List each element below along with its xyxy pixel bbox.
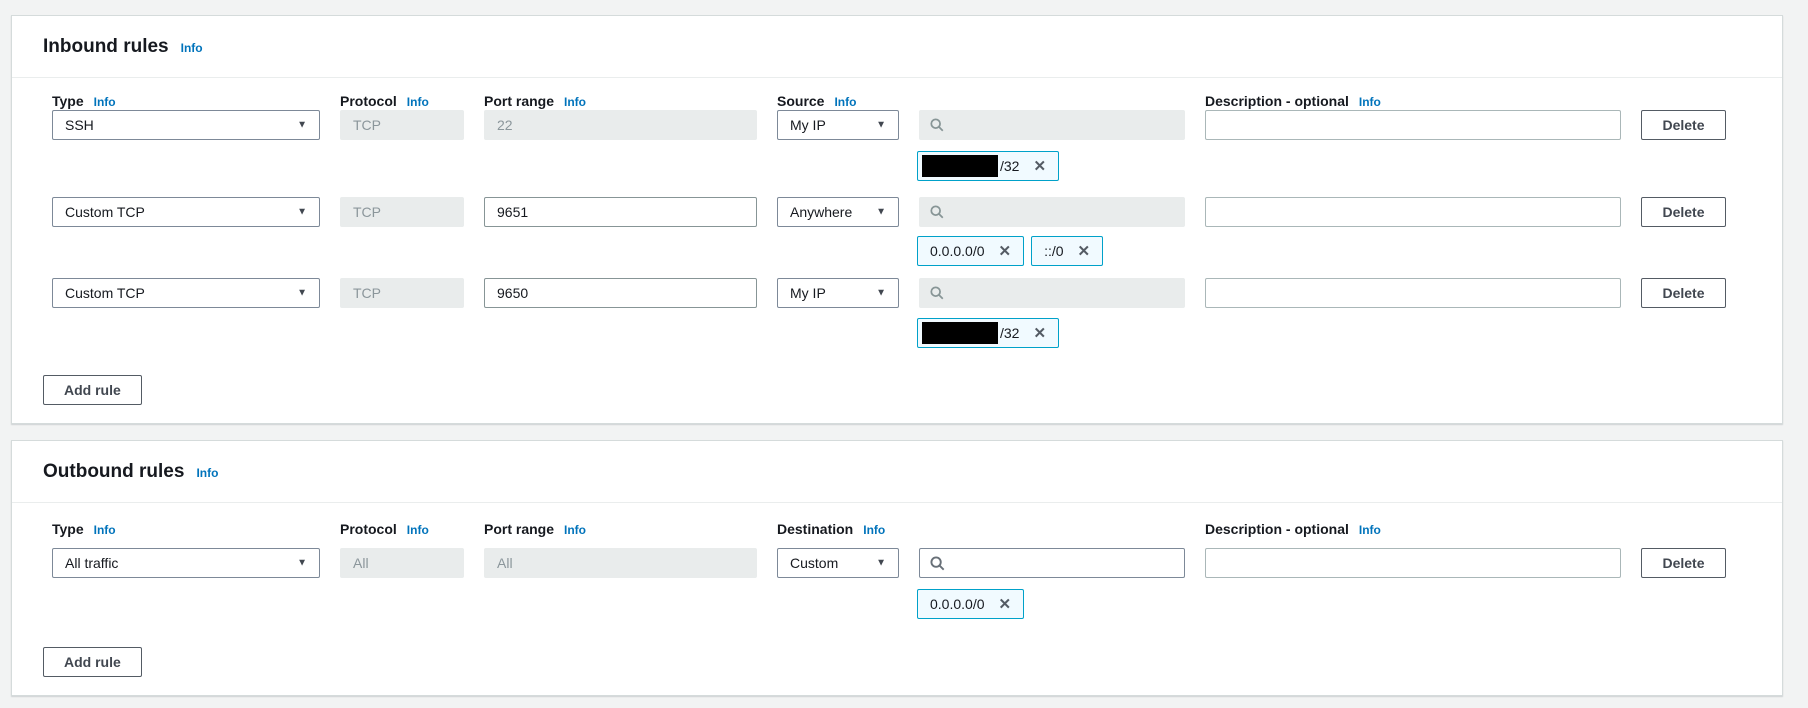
port-range-field: 22 — [484, 110, 757, 140]
inbound-rules-title: Inbound rules — [43, 36, 169, 57]
column-label-type: Type Info — [52, 521, 116, 537]
destination-search-input[interactable] — [953, 555, 1174, 571]
outbound-rules-panel: Outbound rules Info Type Info Protocol Inf… — [11, 440, 1783, 696]
token-dismiss-icon[interactable]: ✕ — [998, 595, 1012, 613]
chevron-down-icon: ▼ — [876, 206, 886, 218]
inbound-rule-row-2: Custom TCP▼ TCP Anywhere▼ Delete — [52, 197, 1752, 227]
add-rule-button[interactable]: Add rule — [43, 375, 142, 405]
column-label-description: Description - optional Info — [1205, 93, 1381, 109]
outbound-rule-row-1: All traffic ▼ All All Custom ▼ Delete — [52, 548, 1752, 578]
search-icon — [930, 555, 945, 570]
inbound-row-1-tokens: /32 ✕ — [917, 151, 1752, 181]
protocol-info-link[interactable]: Info — [406, 523, 429, 537]
source-search-input[interactable] — [952, 285, 1174, 301]
column-label-port-range: Port range Info — [484, 521, 587, 537]
chevron-down-icon: ▼ — [297, 557, 307, 569]
token-dismiss-icon[interactable]: ✕ — [1033, 157, 1047, 175]
search-icon — [930, 286, 944, 300]
delete-rule-button[interactable]: Delete — [1641, 548, 1726, 578]
outbound-rules-info-link[interactable]: Info — [196, 466, 219, 480]
source-search-input[interactable] — [952, 117, 1174, 133]
inbound-rule-row-3: Custom TCP▼ TCP My IP▼ Delete — [52, 278, 1752, 308]
column-label-protocol: Protocol Info — [340, 521, 429, 537]
type-select[interactable]: Custom TCP ▼ — [52, 278, 320, 308]
protocol-field: All — [340, 548, 464, 578]
delete-rule-button[interactable]: Delete — [1641, 197, 1726, 227]
type-select[interactable]: Custom TCP ▼ — [52, 197, 320, 227]
protocol-field: TCP — [340, 197, 464, 227]
inbound-column-headers: Type Info Protocol Info Port range Info Sou… — [52, 93, 1752, 110]
protocol-field: TCP — [340, 278, 464, 308]
chevron-down-icon: ▼ — [297, 206, 307, 218]
source-search-field — [919, 110, 1185, 140]
inbound-rules-info-link[interactable]: Info — [180, 41, 203, 55]
inbound-rules-panel: Inbound rules Info Type Info Protocol Info… — [11, 15, 1783, 424]
chevron-down-icon: ▼ — [876, 119, 886, 131]
destination-select[interactable]: Custom ▼ — [777, 548, 899, 578]
source-search-field — [919, 278, 1185, 308]
cidr-token: 0.0.0.0/0 ✕ — [917, 589, 1025, 619]
description-input[interactable] — [1205, 197, 1621, 227]
type-select[interactable]: SSH ▼ — [52, 110, 320, 140]
outbound-rules-body: Type Info Protocol Info Port range Info Des… — [12, 503, 1782, 695]
outbound-rules-header: Outbound rules Info — [12, 441, 1782, 503]
source-select[interactable]: My IP ▼ — [777, 278, 899, 308]
type-info-link[interactable]: Info — [93, 523, 116, 537]
cidr-token: 0.0.0.0/0 ✕ — [917, 236, 1025, 266]
source-info-link[interactable]: Info — [834, 95, 857, 109]
inbound-row-3-tokens: /32 ✕ — [917, 318, 1752, 348]
column-label-type: Type Info — [52, 93, 116, 109]
token-dismiss-icon[interactable]: ✕ — [998, 242, 1012, 260]
redacted-ip — [922, 155, 998, 177]
inbound-rules-body: Type Info Protocol Info Port range Info Sou… — [12, 78, 1782, 423]
chevron-down-icon: ▼ — [297, 287, 307, 299]
chevron-down-icon: ▼ — [297, 119, 307, 131]
description-info-link[interactable]: Info — [1358, 95, 1381, 109]
protocol-info-link[interactable]: Info — [406, 95, 429, 109]
column-label-source: Source Info — [777, 93, 857, 109]
type-select[interactable]: All traffic ▼ — [52, 548, 320, 578]
source-select[interactable]: Anywhere ▼ — [777, 197, 899, 227]
outbound-row-1-tokens: 0.0.0.0/0 ✕ — [917, 589, 1752, 619]
port-range-info-link[interactable]: Info — [564, 523, 587, 537]
source-select[interactable]: My IP ▼ — [777, 110, 899, 140]
description-info-link[interactable]: Info — [1358, 523, 1381, 537]
port-range-info-link[interactable]: Info — [564, 95, 587, 109]
delete-rule-button[interactable]: Delete — [1641, 278, 1726, 308]
cidr-token: /32 ✕ — [917, 151, 1060, 181]
column-label-protocol: Protocol Info — [340, 93, 429, 109]
column-label-port-range: Port range Info — [484, 93, 587, 109]
search-icon — [930, 205, 944, 219]
token-dismiss-icon[interactable]: ✕ — [1077, 242, 1091, 260]
destination-search-field — [919, 548, 1185, 578]
outbound-rules-title: Outbound rules — [43, 461, 185, 482]
type-info-link[interactable]: Info — [93, 95, 116, 109]
column-label-description: Description - optional Info — [1205, 521, 1381, 537]
chevron-down-icon: ▼ — [876, 287, 886, 299]
source-search-field — [919, 197, 1185, 227]
destination-info-link[interactable]: Info — [863, 523, 886, 537]
token-dismiss-icon[interactable]: ✕ — [1033, 324, 1047, 342]
port-range-field: All — [484, 548, 757, 578]
inbound-row-2-tokens: 0.0.0.0/0 ✕ ::/0 ✕ — [917, 236, 1752, 266]
add-rule-button[interactable]: Add rule — [43, 647, 142, 677]
redacted-ip — [922, 322, 998, 344]
search-icon — [930, 118, 944, 132]
cidr-token: /32 ✕ — [917, 318, 1060, 348]
column-label-destination: Destination Info — [777, 521, 886, 537]
delete-rule-button[interactable]: Delete — [1641, 110, 1726, 140]
inbound-rules-header: Inbound rules Info — [12, 16, 1782, 78]
description-input[interactable] — [1205, 278, 1621, 308]
description-input[interactable] — [1205, 110, 1621, 140]
port-range-input[interactable] — [484, 278, 757, 308]
description-input[interactable] — [1205, 548, 1621, 578]
source-search-input[interactable] — [952, 204, 1174, 220]
outbound-column-headers: Type Info Protocol Info Port range Info Des… — [52, 521, 1752, 538]
protocol-field: TCP — [340, 110, 464, 140]
chevron-down-icon: ▼ — [876, 557, 886, 569]
port-range-input[interactable] — [484, 197, 757, 227]
inbound-rule-row-1: SSH ▼ TCP 22 My IP ▼ Delete — [52, 110, 1752, 140]
cidr-token: ::/0 ✕ — [1031, 236, 1104, 266]
